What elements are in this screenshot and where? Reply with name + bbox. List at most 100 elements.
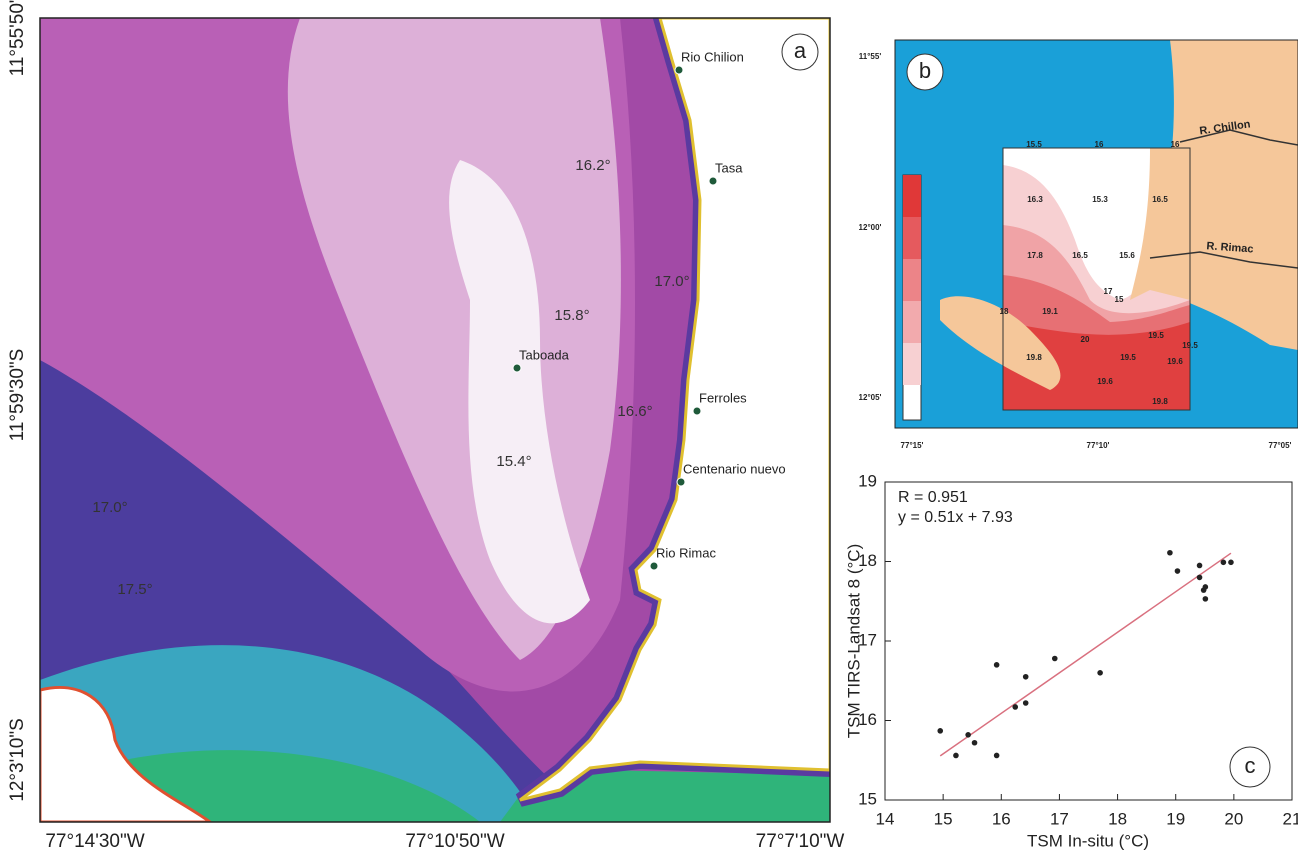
station-value: 19.1 <box>1042 307 1058 316</box>
y-tick-label: 16 <box>858 710 877 729</box>
place-label: Rio Chilion <box>681 49 744 64</box>
lat-label: 12°05' <box>859 393 882 402</box>
point <box>1174 568 1181 574</box>
station-value: 19.6 <box>1167 357 1183 366</box>
point <box>993 752 1000 759</box>
temperature-label: 17.0° <box>92 499 127 516</box>
station-value: 20 <box>1081 335 1090 344</box>
station-marker <box>512 363 522 373</box>
y-tick-label: 18 <box>858 551 877 570</box>
lat-label: 12°3'10"S <box>7 718 28 801</box>
fit-line <box>939 552 1232 757</box>
point <box>1097 670 1103 676</box>
station-marker <box>649 561 659 571</box>
station-value: 16.5 <box>1152 195 1168 204</box>
x-tick-label: 18 <box>1108 809 1127 828</box>
lat-label: 11°55'50"S <box>7 0 28 76</box>
x-tick-label: 21 <box>1283 809 1298 828</box>
temperature-label: 17.0° <box>654 273 689 290</box>
temperature-label: 16.2° <box>575 157 610 174</box>
station-value: 19.8 <box>1152 397 1168 406</box>
lon-label: 77°14'30"W <box>45 831 144 852</box>
temperature-label: 17.5° <box>117 581 152 598</box>
station-value: 15.6 <box>1119 251 1135 260</box>
panel-label: b <box>919 58 931 83</box>
station-value: 19.5 <box>1182 341 1198 350</box>
point <box>1196 574 1203 581</box>
point <box>1012 704 1019 710</box>
river-label: R. Rimac <box>1206 240 1254 255</box>
panel-label: c <box>1245 753 1256 778</box>
lon-label: 77°15' <box>901 441 924 450</box>
station-marker <box>708 176 718 186</box>
map-b <box>895 40 1298 428</box>
place-label: Ferroles <box>699 390 747 405</box>
temperature-label: 15.8° <box>554 307 589 324</box>
panel-badge <box>1229 746 1271 788</box>
point <box>1202 596 1209 602</box>
point <box>1051 655 1058 662</box>
place-label: Centenario nuevo <box>683 461 786 476</box>
station-value: 19.5 <box>1120 353 1136 362</box>
point <box>971 739 978 746</box>
point <box>1022 673 1029 680</box>
lon-label: 77°7'10"W <box>756 831 845 852</box>
x-axis-label: TSM In-situ (°C) <box>1027 831 1149 850</box>
point <box>1022 700 1029 706</box>
point <box>1220 559 1227 566</box>
lat-label: 11°59'30"S <box>7 349 28 442</box>
x-tick-label: 17 <box>1050 809 1069 828</box>
point <box>993 662 1000 668</box>
station-value: 17.8 <box>1027 251 1043 260</box>
station-marker <box>676 477 686 487</box>
station-value: 16 <box>1095 140 1104 149</box>
point <box>1196 562 1203 569</box>
panel-label: a <box>794 38 807 63</box>
point <box>1228 559 1234 566</box>
station-marker <box>674 65 684 75</box>
station-value: 16.5 <box>1072 251 1088 260</box>
station-value: 15.3 <box>1092 195 1108 204</box>
point <box>1202 584 1209 590</box>
x-tick-label: 19 <box>1166 809 1185 828</box>
station-value: 17 <box>1104 287 1113 296</box>
y-axis-label: TSM TIRS-Landsat 8 (°C) <box>844 544 863 738</box>
place-label: Tasa <box>715 160 743 175</box>
place-label: Taboada <box>519 347 570 362</box>
y-tick-label: 17 <box>858 630 877 649</box>
annotation: y = 0.51x + 7.93 <box>898 509 1013 526</box>
y-tick-label: 19 <box>858 471 877 490</box>
station-value: 15 <box>1115 295 1124 304</box>
station-value: 15.5 <box>1026 140 1042 149</box>
station-value: 19.6 <box>1097 377 1113 386</box>
map-a-frame <box>39 17 831 823</box>
temperature-label: 15.4° <box>496 453 531 470</box>
place-label: Rio Rimac <box>656 545 716 560</box>
point <box>937 728 944 734</box>
station-value: 18 <box>1000 307 1009 316</box>
station-marker <box>692 406 702 416</box>
lon-label: 77°10' <box>1087 441 1110 450</box>
station-value: 16 <box>1171 140 1180 149</box>
temperature-label: 16.6° <box>617 403 652 420</box>
panel-badge <box>906 53 944 91</box>
point <box>953 752 959 759</box>
x-tick-label: 20 <box>1224 809 1243 828</box>
lon-label: 77°05' <box>1269 441 1292 450</box>
x-tick-label: 14 <box>876 809 895 828</box>
map-a <box>40 18 830 822</box>
point <box>1167 549 1173 556</box>
point <box>965 732 971 738</box>
annotation: R = 0.951 <box>898 489 968 506</box>
y-tick-label: 15 <box>858 789 877 808</box>
lon-label: 77°10'50"W <box>405 831 504 852</box>
map-b-frame <box>894 39 1298 429</box>
station-value: 19.8 <box>1026 353 1042 362</box>
station-value: 19.5 <box>1148 331 1164 340</box>
station-value: 16.3 <box>1027 195 1043 204</box>
lat-label: 12°00' <box>859 223 882 232</box>
panel-badge <box>781 33 819 71</box>
x-tick-label: 16 <box>992 809 1011 828</box>
